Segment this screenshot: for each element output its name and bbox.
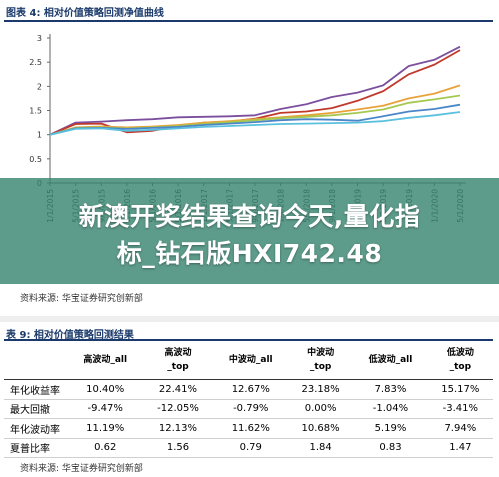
y-tick-label: 1.5 xyxy=(29,107,42,116)
table-corner-cell xyxy=(4,341,68,380)
col-header: 高波动_all xyxy=(68,341,143,380)
y-tick-label: 1 xyxy=(37,131,42,140)
table-header-row: 高波动_all 高波动 _top 中波动_all 中波动 _top 低波动_all … xyxy=(4,341,493,380)
table-cell: 15.17% xyxy=(427,379,493,400)
table-title: 表 9: 相对价值策略回测结果 xyxy=(6,330,134,341)
table-cell: 12.67% xyxy=(213,379,288,400)
backtest-results-table: 高波动_all 高波动 _top 中波动_all 中波动 _top 低波动_all … xyxy=(4,341,493,458)
table-cell: 0.83 xyxy=(353,438,428,458)
table-cell: 0.62 xyxy=(68,438,143,458)
table-cell: 23.18% xyxy=(287,379,354,400)
col-header: 中波动_all xyxy=(213,341,288,380)
table-cell: 5.19% xyxy=(353,418,428,439)
table-title-rule xyxy=(4,339,493,341)
table-cell: 1.56 xyxy=(142,438,214,458)
table-cell: -1.04% xyxy=(353,399,428,419)
table-cell: 12.13% xyxy=(142,418,214,439)
table-source-note: 资料来源: 华宝证券研究创新部 xyxy=(20,464,143,474)
series-line-1 xyxy=(49,45,461,136)
series-line-5 xyxy=(49,103,461,136)
col-header: 中波动 _top xyxy=(287,341,354,380)
table-row: 年化收益率 10.40% 22.41% 12.67% 23.18% 7.83% … xyxy=(4,379,493,400)
table-row: 夏普比率 0.62 1.56 0.79 1.84 0.83 1.47 xyxy=(4,438,493,458)
table-cell: -3.41% xyxy=(427,399,493,419)
table-row: 最大回撤 -9.47% -12.05% -0.79% 0.00% -1.04% … xyxy=(4,399,493,419)
table-row: 年化波动率 11.19% 12.13% 11.62% 10.68% 5.19% … xyxy=(4,418,493,439)
series-line-3 xyxy=(49,84,461,136)
table-cell: 11.62% xyxy=(213,418,288,439)
table-cell: 10.40% xyxy=(68,379,143,400)
figure-title: 图表 4: 相对价值策略回测净值曲线 xyxy=(6,8,164,19)
table-cell: 7.83% xyxy=(353,379,428,400)
table-cell: 0.79 xyxy=(213,438,288,458)
col-header: 低波动 _top xyxy=(427,341,493,380)
figure-title-rule xyxy=(4,20,493,22)
row-label: 年化收益率 xyxy=(4,379,68,400)
figure-source-note: 资料来源: 华宝证券研究创新部 xyxy=(20,294,143,304)
banner-line-2: 标_钻石版HXI742.48 xyxy=(116,239,383,268)
table-cell: 10.68% xyxy=(287,418,354,439)
y-tick-label: 2 xyxy=(37,82,42,91)
col-header: 低波动_all xyxy=(353,341,428,380)
row-label: 夏普比率 xyxy=(4,438,68,458)
banner-headline: 新澳开奖结果查询今天,量化指 标_钻石版HXI742.48 xyxy=(10,198,489,272)
table-cell: -9.47% xyxy=(68,399,143,419)
y-tick-label: 0.5 xyxy=(29,155,42,164)
col-header: 高波动 _top xyxy=(142,341,214,380)
table-cell: -0.79% xyxy=(213,399,288,419)
table-cell: 22.41% xyxy=(142,379,214,400)
y-tick-label: 3 xyxy=(37,34,42,43)
banner-line-1: 新澳开奖结果查询今天,量化指 xyxy=(78,202,421,231)
row-label: 最大回撤 xyxy=(4,399,68,419)
row-label: 年化波动率 xyxy=(4,418,68,439)
section-gap xyxy=(0,316,499,322)
series-line-6 xyxy=(49,111,461,136)
overlay-banner xyxy=(0,178,499,284)
table-cell: 1.47 xyxy=(427,438,493,458)
table-cell: 11.19% xyxy=(68,418,143,439)
table-cell: 7.94% xyxy=(427,418,493,439)
table-cell: 0.00% xyxy=(287,399,354,419)
table-cell: -12.05% xyxy=(142,399,214,419)
table-cell: 1.84 xyxy=(287,438,354,458)
y-tick-label: 2.5 xyxy=(29,58,42,67)
